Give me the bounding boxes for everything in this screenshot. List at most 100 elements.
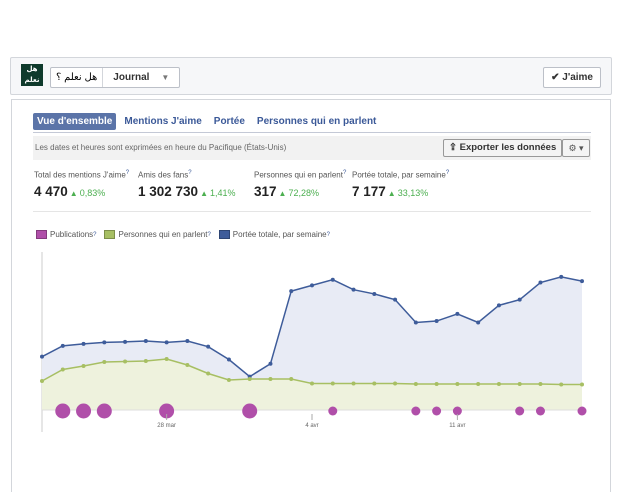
chart-legend: Publications? Personnes qui en parlent? … bbox=[36, 230, 338, 239]
settings-button[interactable]: ⚙ ▾ bbox=[562, 139, 590, 157]
talking-about-point bbox=[268, 377, 273, 381]
page-header: هل نعلم هل نعلم ؟ Journal ▼ ✔ J'aime bbox=[10, 57, 612, 95]
page-logo[interactable]: هل نعلم bbox=[21, 64, 43, 86]
publication-bubble bbox=[96, 403, 112, 419]
talking-about-point bbox=[102, 360, 107, 364]
help-icon[interactable]: ? bbox=[207, 231, 211, 238]
stat-friends-of-fans: Amis des fans? 1 302 730 ▲ 1,41% bbox=[138, 170, 236, 201]
like-label: J'aime bbox=[562, 72, 593, 83]
talking-about-point bbox=[164, 357, 169, 361]
legend-label: Publications bbox=[50, 230, 94, 239]
check-icon: ✔ bbox=[551, 72, 560, 83]
stat-change: 1,41% bbox=[209, 187, 236, 198]
publication-bubble bbox=[535, 406, 545, 416]
publication-bubble bbox=[411, 406, 421, 416]
section-selector[interactable]: Journal ▼ bbox=[103, 68, 179, 87]
reach-point bbox=[289, 289, 294, 294]
reach-point bbox=[123, 339, 128, 344]
chevron-down-icon: ▼ bbox=[161, 73, 170, 82]
stat-weekly-reach: Portée totale, par semaine? 7 177 ▲ 33,13% bbox=[352, 170, 449, 201]
reach-point bbox=[102, 340, 107, 345]
stat-value: 7 177 bbox=[352, 183, 386, 199]
stat-change: 0,83% bbox=[79, 187, 106, 198]
export-data-button[interactable]: ⇪ Exporter les données bbox=[443, 139, 563, 157]
help-icon[interactable]: ? bbox=[125, 170, 130, 176]
publication-bubble bbox=[159, 403, 175, 419]
talking-about-point bbox=[81, 364, 86, 368]
like-button[interactable]: ✔ J'aime bbox=[543, 67, 601, 88]
reach-point bbox=[206, 344, 211, 349]
x-tick-label: 11 avr bbox=[449, 423, 465, 429]
export-label: Exporter les données bbox=[459, 142, 557, 153]
help-icon[interactable]: ? bbox=[326, 231, 330, 238]
stat-change: 33,13% bbox=[397, 187, 429, 198]
insights-tabs: Vue d'ensemble Mentions J'aime Portée Pe… bbox=[33, 113, 384, 130]
reach-point bbox=[496, 303, 501, 308]
page-selector[interactable]: هل نعلم ؟ Journal ▼ bbox=[50, 67, 181, 88]
legend-label: Portée totale, par semaine bbox=[232, 230, 327, 239]
publication-bubble bbox=[328, 406, 338, 416]
reach-point bbox=[310, 283, 314, 288]
stat-label: Total des mentions J'aime bbox=[34, 170, 126, 180]
help-icon[interactable]: ? bbox=[445, 170, 450, 176]
reach-point bbox=[372, 291, 377, 296]
talking-about-point bbox=[393, 381, 398, 386]
talking-about-point bbox=[580, 382, 584, 387]
talking-about-point bbox=[143, 359, 148, 363]
top-band bbox=[0, 0, 620, 55]
talking-about-point bbox=[185, 363, 190, 367]
talking-about-point bbox=[60, 367, 65, 372]
publication-bubble bbox=[515, 406, 525, 416]
tab-talking-about[interactable]: Personnes qui en parlent bbox=[256, 116, 377, 127]
reach-point bbox=[185, 338, 190, 343]
talking-about-point bbox=[413, 382, 418, 386]
help-icon[interactable]: ? bbox=[342, 170, 347, 176]
publication-bubble bbox=[76, 403, 92, 419]
insights-panel: Vue d'ensemble Mentions J'aime Portée Pe… bbox=[11, 99, 611, 492]
up-arrow-icon: ▲ bbox=[278, 188, 287, 198]
x-tick-label: 4 avr bbox=[305, 423, 318, 429]
publication-bubble bbox=[242, 403, 258, 419]
talking-about-point bbox=[517, 382, 522, 386]
stats-divider bbox=[33, 211, 591, 212]
legend-swatch[interactable] bbox=[36, 230, 47, 239]
chevron-down-icon: ▾ bbox=[579, 143, 584, 153]
legend-talking-about[interactable]: Personnes qui en parlent? bbox=[104, 230, 211, 239]
up-arrow-icon: ▲ bbox=[200, 188, 208, 198]
reach-point bbox=[143, 338, 148, 343]
talking-about-point bbox=[123, 359, 128, 364]
talking-about-point bbox=[226, 378, 231, 382]
reach-point bbox=[164, 340, 169, 345]
talking-about-point bbox=[247, 377, 252, 381]
reach-point bbox=[434, 319, 439, 324]
legend-weekly-reach[interactable]: Portée totale, par semaine? bbox=[218, 230, 330, 239]
legend-publications[interactable]: Publications? bbox=[36, 230, 96, 239]
publication-bubble bbox=[432, 406, 442, 416]
stat-value: 1 302 730 bbox=[138, 183, 199, 199]
help-icon[interactable]: ? bbox=[188, 170, 192, 176]
reach-point bbox=[60, 343, 65, 348]
legend-label: Personnes qui en parlent bbox=[118, 230, 208, 239]
help-icon[interactable]: ? bbox=[93, 231, 97, 238]
tab-overview[interactable]: Vue d'ensemble bbox=[33, 113, 117, 130]
publication-bubble bbox=[577, 406, 587, 416]
talking-about-point bbox=[496, 382, 501, 386]
reach-point bbox=[351, 287, 356, 292]
stat-label: Amis des fans bbox=[138, 170, 189, 180]
reach-point bbox=[517, 297, 522, 302]
export-icon: ⇪ bbox=[449, 142, 457, 153]
stat-value: 4 470 bbox=[34, 183, 68, 199]
talking-about-point bbox=[40, 379, 44, 383]
tab-reach[interactable]: Portée bbox=[213, 116, 245, 127]
talking-about-point bbox=[455, 382, 460, 386]
page-name[interactable]: هل نعلم ؟ bbox=[51, 68, 104, 87]
legend-swatch[interactable] bbox=[104, 230, 116, 239]
x-tick-label: 28 mar bbox=[157, 423, 176, 429]
legend-swatch[interactable] bbox=[218, 230, 230, 239]
reach-point bbox=[413, 320, 418, 325]
tab-likes[interactable]: Mentions J'aime bbox=[124, 116, 202, 127]
stat-label: Portée totale, par semaine bbox=[352, 170, 446, 180]
stat-label: Personnes qui en parlent bbox=[254, 170, 343, 180]
talking-about-point bbox=[538, 382, 543, 386]
stat-value: 317 bbox=[254, 183, 277, 199]
